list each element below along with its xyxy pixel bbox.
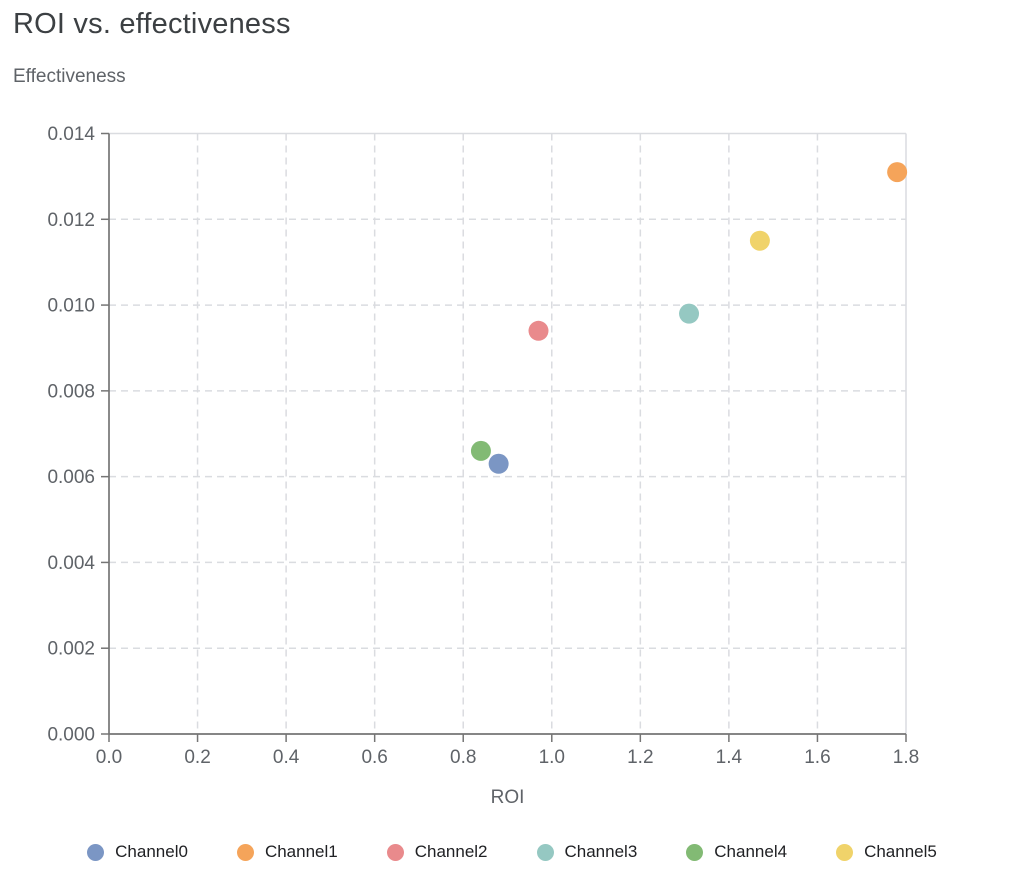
x-tick-label: 0.2: [184, 747, 210, 768]
data-point-channel5[interactable]: Channel5: [749, 230, 770, 251]
legend-swatch-channel5: [836, 843, 854, 861]
scatter-plot: 0.0 0.2 0.4 0.6 0.8 1.0 1.2 1.4 1.6 1.8 0.000 0.002…: [47, 124, 919, 808]
x-tick-label: 0.6: [361, 747, 387, 768]
data-point-channel4[interactable]: Channel4: [470, 440, 491, 461]
y-tick-label: 0.002: [47, 639, 95, 660]
x-tick-label: 0.0: [96, 747, 122, 768]
legend-swatch-channel3: [536, 843, 554, 861]
legend-label-channel2: Channel2: [414, 842, 488, 861]
x-tick-label: 1.4: [716, 747, 743, 768]
y-axis-title: Effectiveness: [13, 66, 126, 87]
x-axis-title: ROI: [491, 787, 525, 808]
x-tick-label: 0.8: [450, 747, 476, 768]
legend-swatch-channel4: [686, 843, 704, 861]
legend-item-channel1[interactable]: Channel1: [236, 842, 338, 862]
legend-item-channel4[interactable]: Channel4: [686, 842, 787, 862]
data-point-channel1[interactable]: Channel1: [887, 162, 908, 183]
x-tick-label: 1.2: [627, 747, 653, 768]
data-point-channel3[interactable]: Channel3: [679, 303, 700, 324]
y-tick-label: 0.000: [47, 725, 95, 746]
legend-item-channel3[interactable]: Channel3: [536, 842, 638, 862]
legend-item-channel2[interactable]: Channel2: [386, 842, 488, 862]
legend-label-channel3: Channel3: [564, 842, 638, 861]
x-tick-label: 1.8: [893, 747, 919, 768]
data-point-channel0[interactable]: Channel0: [488, 453, 509, 474]
y-tick-label: 0.006: [47, 467, 95, 488]
y-tick-label: 0.008: [47, 381, 95, 402]
legend-item-channel5[interactable]: Channel5: [836, 842, 937, 862]
legend-label-channel1: Channel1: [264, 842, 338, 861]
legend-label-channel4: Channel4: [714, 842, 788, 861]
legend-label-channel0: Channel0: [115, 842, 188, 861]
data-point-channel2[interactable]: Channel2: [528, 320, 549, 341]
legend-swatch-channel1: [236, 843, 254, 861]
y-tick-label: 0.010: [47, 296, 95, 317]
chart-title: ROI vs. effectiveness: [13, 8, 291, 40]
legend-swatch-channel2: [386, 843, 404, 861]
x-tick-label: 1.0: [539, 747, 565, 768]
legend-label-channel5: Channel5: [864, 842, 937, 861]
legend-item-channel0[interactable]: Channel0: [87, 842, 188, 862]
legend: Channel0 Channel1 Channel2 Channel3 Channel4…: [0, 842, 1024, 862]
y-tick-label: 0.014: [47, 124, 95, 145]
legend-swatch-channel0: [87, 843, 105, 861]
x-tick-label: 1.6: [804, 747, 830, 768]
x-tick-label: 0.4: [273, 747, 300, 768]
y-tick-label: 0.012: [47, 210, 95, 231]
y-tick-label: 0.004: [47, 553, 95, 574]
